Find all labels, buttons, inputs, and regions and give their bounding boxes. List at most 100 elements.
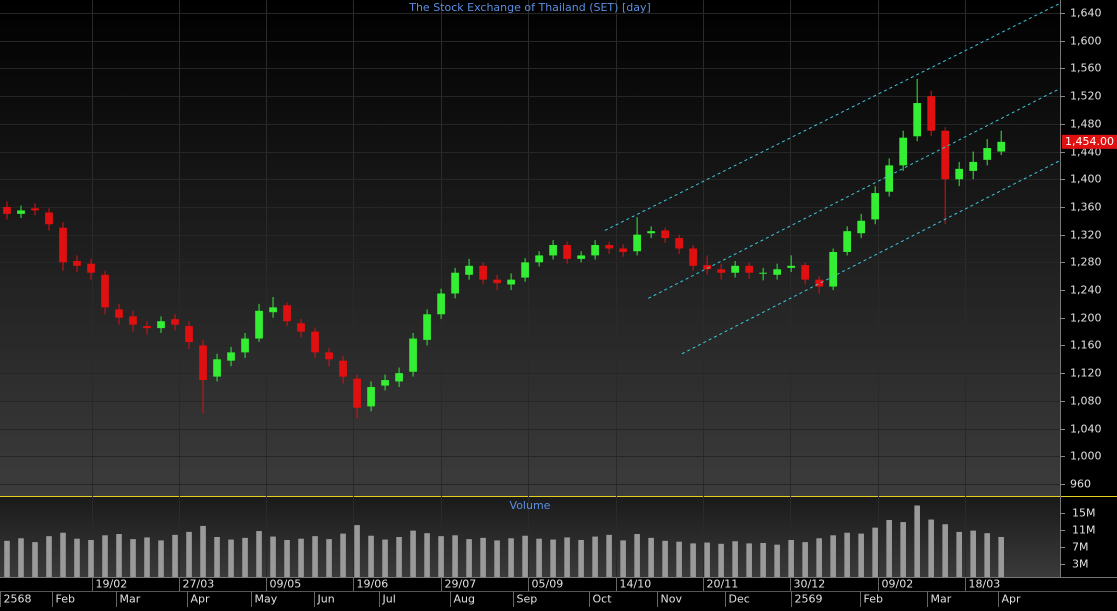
candle-body <box>619 248 627 252</box>
volume-bar <box>424 533 430 577</box>
volume-bar <box>256 531 262 577</box>
month-label: Jun <box>317 593 335 606</box>
y-tick-label: 11M <box>1072 524 1096 537</box>
last-price-box <box>1062 134 1117 149</box>
volume-bar <box>746 543 752 577</box>
volume-bar <box>340 533 346 577</box>
volume-bar <box>214 537 220 577</box>
candle-body <box>479 265 487 280</box>
candle-body <box>353 378 361 408</box>
volume-bar <box>816 538 822 577</box>
y-tick-label: 1,080 <box>1070 395 1102 408</box>
volume-bar <box>32 542 38 577</box>
candle-body <box>521 262 529 278</box>
candle-body <box>199 345 207 381</box>
candle-body <box>269 307 277 313</box>
volume-bar <box>662 540 668 577</box>
x-tick-label: 27/03 <box>183 578 215 591</box>
month-label: May <box>255 593 278 606</box>
volume-bar <box>578 539 584 577</box>
volume-bar <box>648 537 654 577</box>
volume-bar <box>788 539 794 577</box>
month-label: Nov <box>661 593 683 606</box>
candle-body <box>115 309 123 318</box>
candle-body <box>409 338 417 372</box>
candle-body <box>927 96 936 131</box>
candle-body <box>773 269 781 275</box>
candle-body <box>451 272 459 294</box>
candle-body <box>759 272 767 274</box>
candle-body <box>255 310 263 339</box>
candle-body <box>717 269 725 273</box>
month-label: Jul <box>382 593 396 606</box>
month-label: Sep <box>517 593 538 606</box>
volume-bar <box>144 537 150 577</box>
volume-bar <box>382 539 388 577</box>
volume-bar <box>102 535 108 577</box>
month-label: Mar <box>120 593 141 606</box>
candle-body <box>59 227 67 263</box>
candle-body <box>689 248 697 266</box>
candle-body <box>675 238 683 249</box>
y-tick-label: 1,400 <box>1070 173 1102 186</box>
candle-body <box>493 279 501 284</box>
volume-bar <box>830 535 836 577</box>
candle-body <box>647 231 655 234</box>
volume-bar <box>368 535 374 577</box>
x-tick-label: 29/07 <box>445 578 477 591</box>
volume-bar <box>396 537 402 577</box>
candle-body <box>633 234 641 252</box>
candle-body <box>283 305 291 322</box>
candle-body <box>563 245 571 259</box>
volume-bar <box>928 519 934 577</box>
candle-body <box>745 265 753 273</box>
volume-bar <box>4 540 10 577</box>
candle-body <box>31 208 39 211</box>
candle-body <box>45 212 53 225</box>
volume-bar <box>718 543 724 577</box>
candle-body <box>381 380 389 386</box>
candle-body <box>507 279 515 285</box>
volume-bar <box>116 534 122 577</box>
y-tick-label: 1,040 <box>1070 423 1102 436</box>
y-tick-label: 960 <box>1070 478 1091 491</box>
candle-body <box>157 321 165 329</box>
candle-body <box>983 148 992 160</box>
y-tick-label: 1,280 <box>1070 256 1102 269</box>
volume-bar <box>942 524 948 577</box>
volume-bar <box>60 532 66 577</box>
candle-body <box>661 230 669 239</box>
month-label: Mar <box>931 593 952 606</box>
candle-body <box>605 245 613 249</box>
y-tick-label: 15M <box>1072 507 1096 520</box>
y-tick-label: 1,160 <box>1070 339 1102 352</box>
y-tick-label: 1,000 <box>1070 450 1102 463</box>
volume-bar <box>354 525 360 577</box>
candle-body <box>325 352 333 360</box>
volume-bar <box>732 541 738 577</box>
candle-body <box>703 265 711 270</box>
volume-bar <box>130 539 136 577</box>
candle-body <box>87 263 95 273</box>
volume-bar <box>774 544 780 577</box>
volume-bar <box>956 531 962 577</box>
candle-body <box>129 316 137 325</box>
volume-bar <box>228 539 234 577</box>
month-label: Feb <box>56 593 75 606</box>
y-tick-label: 1,120 <box>1070 367 1102 380</box>
x-tick-label: 14/10 <box>620 578 652 591</box>
month-label: Feb <box>864 593 883 606</box>
volume-bar <box>592 536 598 577</box>
volume-bar <box>858 533 864 577</box>
volume-bar <box>480 537 486 577</box>
candle-body <box>885 165 894 192</box>
volume-bar <box>410 530 416 577</box>
candle-body <box>829 251 838 287</box>
x-tick-label: 30/12 <box>794 578 826 591</box>
candle-body <box>871 193 880 220</box>
candle-body <box>395 373 403 382</box>
x-tick-label: 20/11 <box>707 578 739 591</box>
y-tick-label: 1,600 <box>1070 35 1102 48</box>
